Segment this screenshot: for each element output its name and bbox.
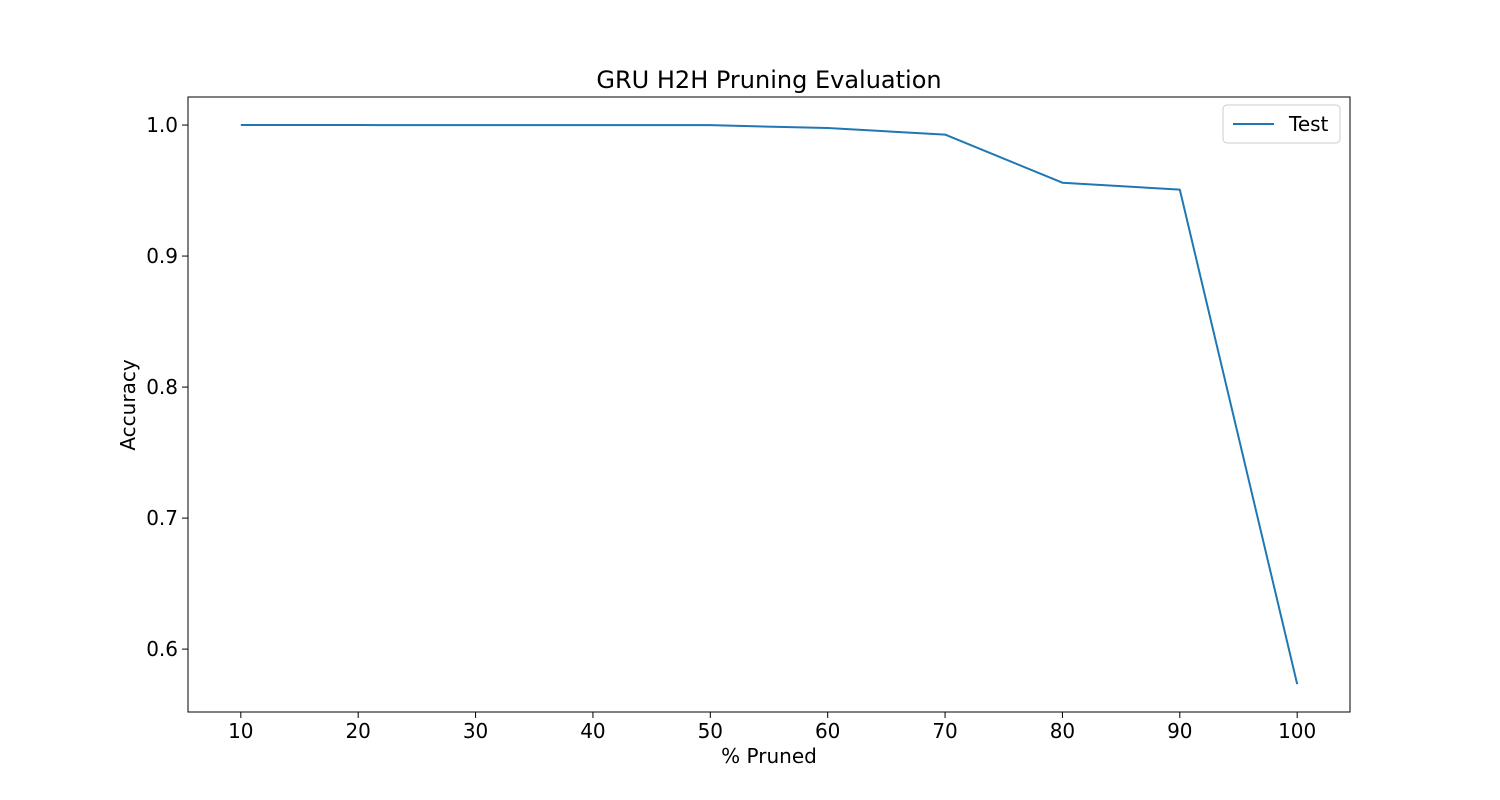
x-tick-label: 60 [815, 719, 840, 743]
legend-box [1222, 104, 1341, 144]
y-tick-label: 0.6 [146, 637, 178, 661]
x-tick-label: 40 [580, 719, 605, 743]
x-tick-label: 50 [698, 719, 723, 743]
legend-label-test: Test [1288, 112, 1329, 136]
y-tick-label: 0.9 [146, 244, 178, 268]
y-axis: 0.6 0.7 0.8 0.9 1.0 [146, 113, 188, 661]
x-axis-title: % Pruned [721, 744, 817, 768]
x-tick-label: 70 [932, 719, 957, 743]
chart-title: GRU H2H Pruning Evaluation [596, 66, 941, 94]
y-tick-label: 0.8 [146, 375, 178, 399]
series-line-test [240, 124, 1299, 685]
x-tick-label: 100 [1278, 719, 1316, 743]
y-tick-label: 0.7 [146, 506, 178, 530]
x-tick-label: 90 [1167, 719, 1192, 743]
x-tick-label: 30 [463, 719, 488, 743]
plot-series [240, 124, 1299, 685]
plot-frame [187, 96, 1351, 713]
y-tick-label: 1.0 [146, 113, 178, 137]
legend: Test [1222, 104, 1341, 144]
x-tick-label: 20 [345, 719, 370, 743]
x-tick-label: 10 [228, 719, 253, 743]
y-axis-title: Accuracy [116, 359, 140, 450]
x-axis: 10 20 30 40 50 60 70 80 90 100 [228, 712, 1316, 743]
x-tick-label: 80 [1050, 719, 1075, 743]
